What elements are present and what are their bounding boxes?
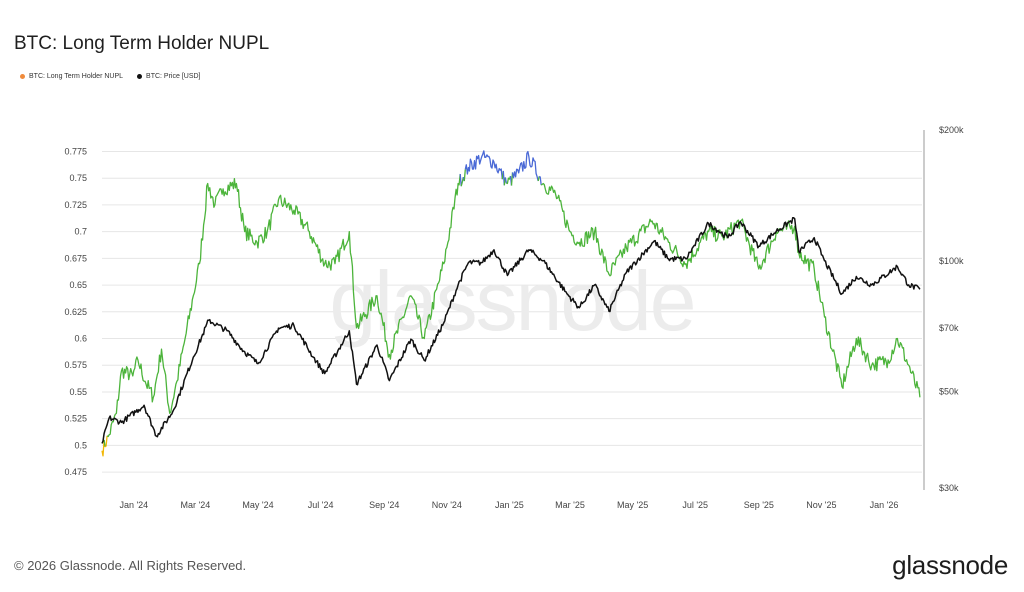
x-tick-label: Mar '24 bbox=[181, 500, 211, 510]
legend-dot-nupl bbox=[20, 74, 25, 79]
legend-dot-price bbox=[137, 74, 143, 79]
nupl-line-segment bbox=[464, 150, 503, 180]
nupl-line-segment bbox=[459, 173, 462, 187]
y-right-tick-label: $30k bbox=[939, 483, 959, 493]
brand-logo: glassnode bbox=[892, 550, 1008, 580]
x-tick-label: Jan '25 bbox=[495, 500, 524, 510]
y-axis-left: 0.475 0.5 0.525 0.55 0.575 0.6 0.625 0.65 0.675 0… bbox=[64, 146, 87, 477]
x-tick-label: May '24 bbox=[242, 500, 273, 510]
x-tick-label: May '25 bbox=[617, 500, 648, 510]
y-right-tick-label: $200k bbox=[939, 125, 964, 135]
nupl-line-segment bbox=[511, 150, 539, 182]
y-right-tick-label: $70k bbox=[939, 323, 959, 333]
x-axis: Jan '24 Mar '24 May '24 Jul '24 Sep '24 Nov '… bbox=[119, 500, 898, 510]
legend-item-price[interactable]: BTC: Price [USD] bbox=[137, 73, 200, 80]
nupl-line-segment bbox=[106, 173, 461, 438]
nupl-line-segment bbox=[538, 175, 542, 186]
y-left-tick-label: 0.65 bbox=[69, 280, 87, 290]
y-left-tick-label: 0.625 bbox=[64, 307, 87, 317]
price-line bbox=[101, 216, 921, 444]
y-left-tick-label: 0.5 bbox=[74, 440, 87, 450]
legend-label-nupl: BTC: Long Term Holder NUPL bbox=[29, 73, 124, 80]
nupl-line-segment bbox=[101, 439, 105, 457]
grid-lines bbox=[102, 150, 922, 473]
nupl-line-segment bbox=[537, 176, 540, 182]
legend-label-price: BTC: Price [USD] bbox=[146, 73, 201, 80]
nupl-line-segment bbox=[463, 169, 466, 182]
y-right-tick-label: $50k bbox=[939, 387, 959, 397]
nupl-line-segment bbox=[104, 435, 108, 448]
copyright-footer: © 2026 Glassnode. All Rights Reserved. bbox=[14, 558, 247, 573]
y-right-tick-label: $100k bbox=[939, 256, 964, 266]
x-tick-label: Sep '24 bbox=[369, 500, 399, 510]
x-tick-label: Mar '25 bbox=[555, 500, 585, 510]
y-left-tick-label: 0.725 bbox=[64, 200, 87, 210]
y-left-tick-label: 0.575 bbox=[64, 360, 87, 370]
y-axis-right: $200k $100k $70k $50k $30k bbox=[923, 125, 964, 493]
x-tick-label: Jul '24 bbox=[308, 500, 334, 510]
chart-title: BTC: Long Term Holder NUPL bbox=[14, 33, 270, 54]
nupl-line-segment bbox=[506, 175, 512, 185]
y-left-tick-label: 0.75 bbox=[69, 173, 87, 183]
legend-item-nupl[interactable]: BTC: Long Term Holder NUPL bbox=[20, 73, 123, 80]
x-tick-label: Jan '24 bbox=[119, 500, 148, 510]
y-left-tick-label: 0.775 bbox=[64, 146, 87, 156]
x-tick-label: Jul '25 bbox=[682, 500, 708, 510]
nupl-line-segment bbox=[103, 439, 106, 448]
x-tick-label: Sep '25 bbox=[744, 500, 774, 510]
nupl-line-segment bbox=[460, 176, 464, 187]
chart-legend: BTC: Long Term Holder NUPL BTC: Price [U… bbox=[20, 73, 200, 80]
nupl-line-segment bbox=[504, 177, 508, 184]
y-left-tick-label: 0.675 bbox=[64, 253, 87, 263]
y-left-tick-label: 0.7 bbox=[74, 227, 87, 237]
y-left-tick-label: 0.475 bbox=[64, 467, 87, 477]
series-layer bbox=[101, 150, 921, 457]
x-tick-label: Nov '24 bbox=[432, 500, 462, 510]
x-tick-label: Nov '25 bbox=[806, 500, 836, 510]
x-tick-label: Jan '26 bbox=[870, 500, 899, 510]
nupl-line-segment bbox=[540, 182, 921, 398]
y-left-tick-label: 0.525 bbox=[64, 414, 87, 424]
y-left-tick-label: 0.6 bbox=[74, 334, 87, 344]
y-left-tick-label: 0.55 bbox=[69, 387, 87, 397]
